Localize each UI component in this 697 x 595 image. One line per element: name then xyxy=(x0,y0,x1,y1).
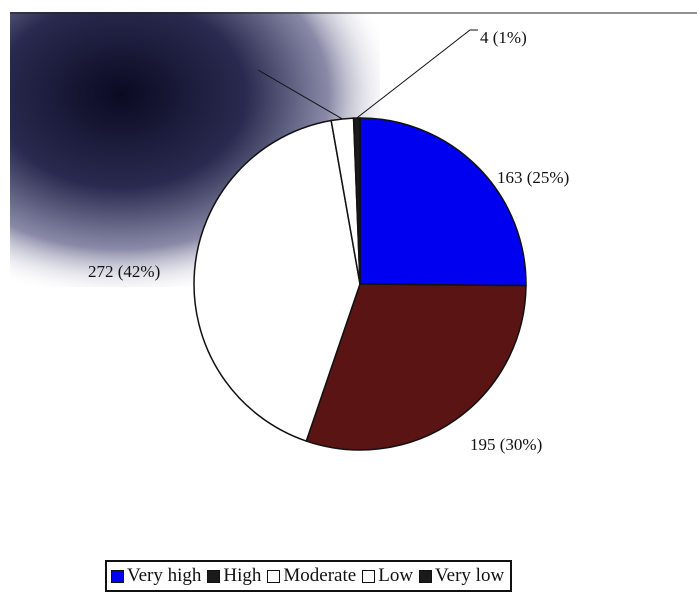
legend-item-low: Low xyxy=(362,565,413,587)
chart-legend: Very high High Moderate Low Very low xyxy=(105,560,513,592)
legend-item-very-low: Very low xyxy=(419,565,504,587)
legend-swatch-high xyxy=(207,569,221,583)
pie-slice-high xyxy=(305,283,527,451)
pie-slice-moderate xyxy=(193,119,361,443)
leader-line-low xyxy=(257,69,343,120)
pie-slices xyxy=(193,117,527,451)
slice-label-moderate: 272 (42%) xyxy=(88,262,161,281)
legend-label-low: Low xyxy=(378,565,414,586)
legend-label-high: High xyxy=(223,565,262,586)
legend-item-moderate: Moderate xyxy=(267,565,356,587)
pie-slice-very-high xyxy=(359,117,527,287)
legend-swatch-moderate xyxy=(267,569,281,583)
legend-label-very-low: Very low xyxy=(435,565,505,586)
slice-label-very-low: 4 (1%) xyxy=(480,28,527,47)
pie-slice-very-low xyxy=(352,117,361,285)
slice-label-very-high: 163 (25%) xyxy=(497,168,570,187)
leader-lines xyxy=(257,29,478,120)
slice-label-high: 195 (30%) xyxy=(470,435,543,454)
legend-swatch-low xyxy=(362,569,376,583)
leader-line-very-low xyxy=(356,29,478,119)
legend-swatch-very-low xyxy=(419,569,433,583)
legend-label-moderate: Moderate xyxy=(283,565,357,586)
legend-item-very-high: Very high xyxy=(111,565,201,587)
legend-item-high: High xyxy=(207,565,261,587)
legend-label-very-high: Very high xyxy=(127,565,202,586)
legend-swatch-very-high xyxy=(111,569,124,583)
